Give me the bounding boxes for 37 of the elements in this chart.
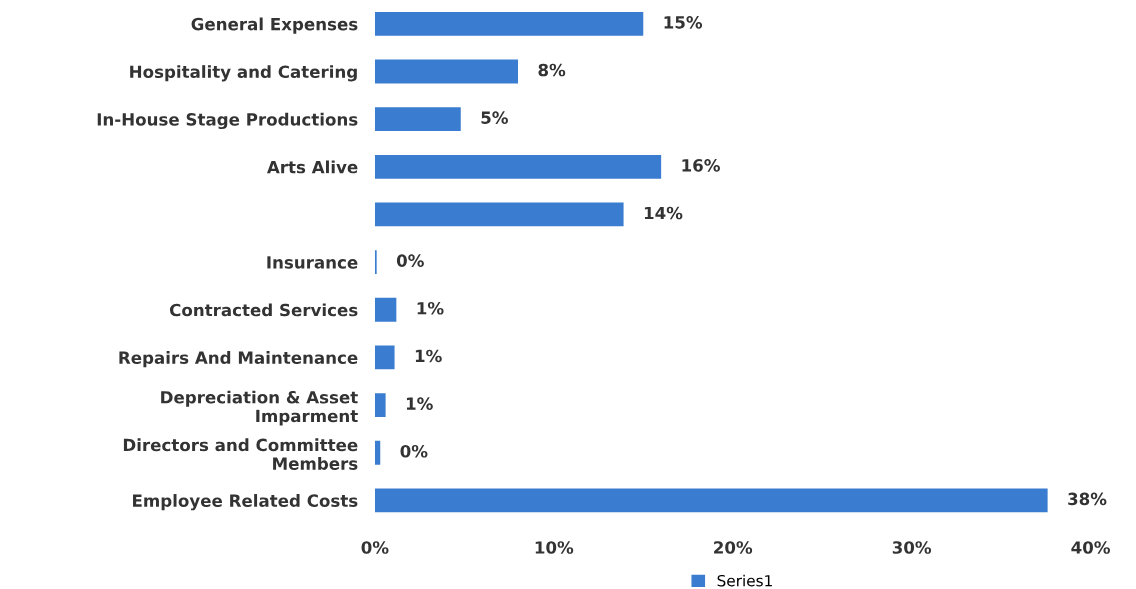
y-tick-label: In-House Stage Productions [97, 112, 358, 130]
data-label: 1% [415, 349, 442, 363]
y-tick-label: Arts Alive [266, 160, 358, 174]
bar [374, 440, 381, 465]
data-label: 0% [400, 444, 428, 458]
data-label: 38% [1068, 492, 1107, 506]
y-tick-label: Depreciation & Asset Imparment [161, 390, 358, 426]
data-label: 0% [396, 254, 424, 267]
bar [374, 345, 395, 370]
bar [374, 11, 644, 36]
y-tick-label: Insurance [267, 256, 358, 269]
y-tick-label: Employee Related Costs [133, 494, 358, 511]
bar [374, 297, 397, 322]
bar [374, 202, 624, 227]
data-label: 1% [406, 397, 433, 410]
y-tick-label: General Expenses [191, 17, 358, 34]
y-tick-label: Directors and Committee Members [123, 438, 358, 470]
legend-label: Series1 [717, 574, 772, 587]
data-label: 14% [644, 206, 683, 220]
data-label: 15% [664, 16, 703, 29]
bar [374, 488, 1048, 513]
bar [374, 393, 386, 417]
data-label: 5% [481, 111, 508, 124]
data-label: 8% [538, 63, 566, 77]
x-tick-label: 20% [714, 541, 753, 554]
y-tick-label: Contracted Services [169, 303, 358, 317]
data-label: 1% [417, 301, 444, 315]
y-tick-label: Repairs And Maintenance [119, 351, 358, 368]
x-tick-label: 30% [892, 541, 932, 554]
bar [374, 154, 662, 179]
x-tick-label: 0% [361, 541, 389, 554]
data-label: 16% [682, 159, 720, 172]
x-tick-label: 10% [535, 541, 574, 554]
y-tick-label: Hospitality and Catering [130, 65, 357, 82]
bar [374, 107, 461, 132]
x-tick-label: 40% [1071, 541, 1110, 554]
bar [374, 59, 519, 84]
